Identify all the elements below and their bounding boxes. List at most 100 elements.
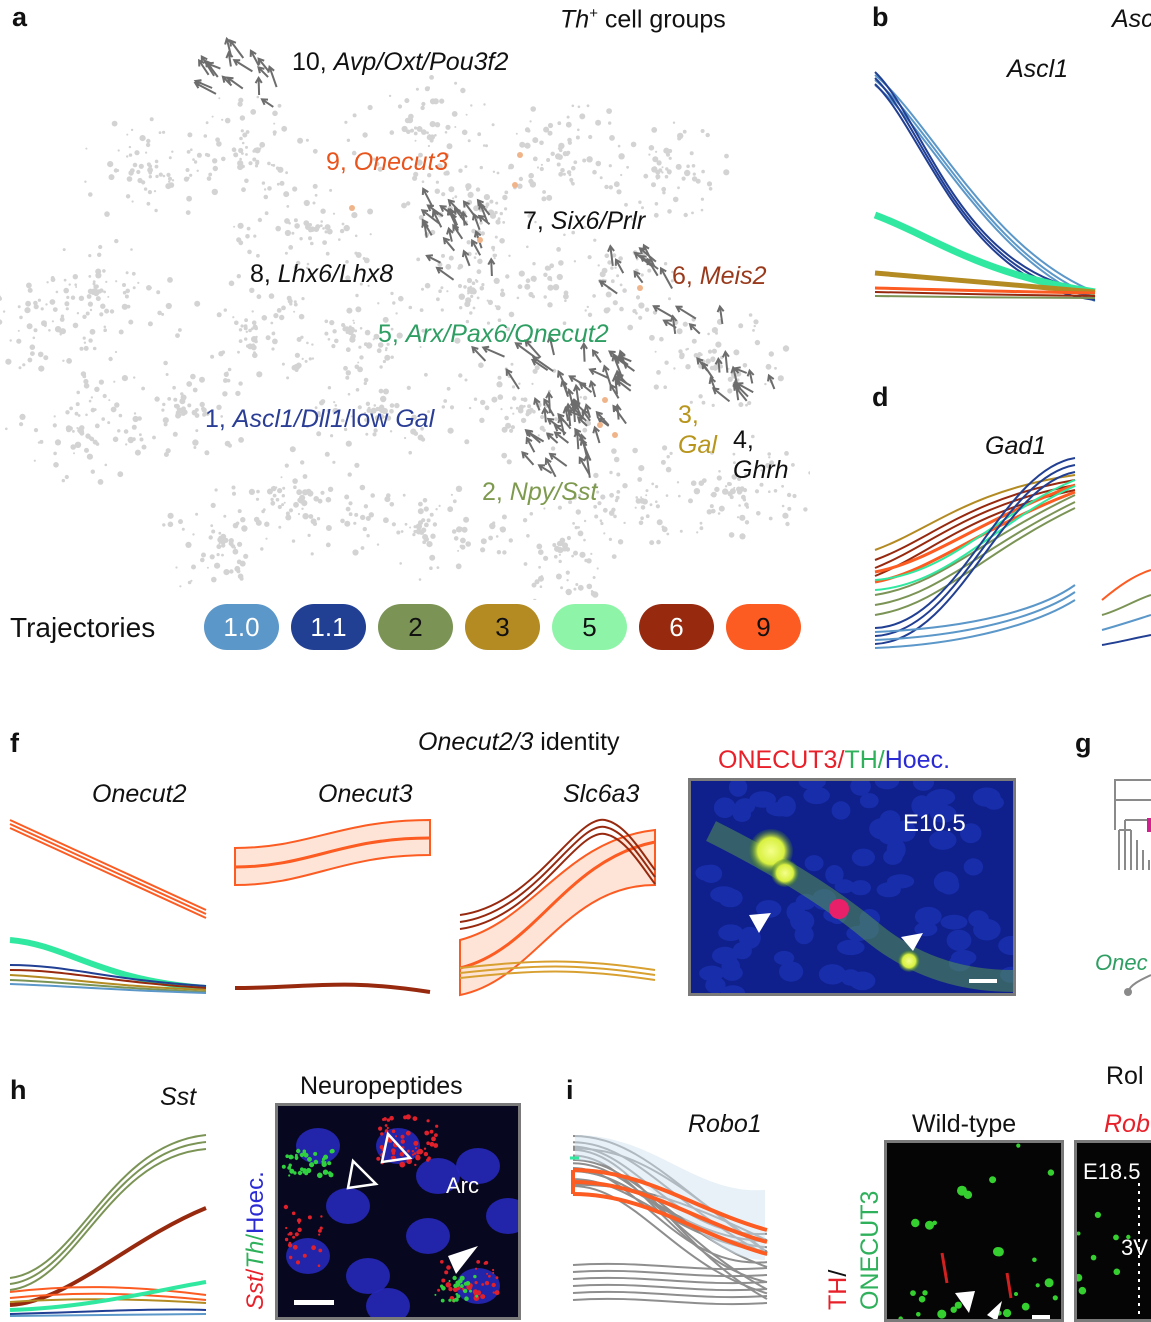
tsne-point	[644, 307, 650, 312]
tsne-point	[427, 410, 431, 414]
tsne-point	[366, 408, 372, 413]
micro-i-wt-title: Wild-type	[912, 1110, 1017, 1138]
tsne-point	[130, 128, 134, 132]
tsne-point	[377, 342, 384, 348]
cluster-9-label: 9, Onecut3	[326, 148, 449, 176]
tsne-point	[283, 501, 286, 504]
tsne-point	[745, 505, 750, 509]
tsne-point	[461, 129, 468, 136]
tsne-point	[215, 137, 221, 143]
panel-f-title: Onecut2/3 identity	[418, 728, 620, 756]
tsne-point	[607, 260, 612, 265]
th-cell-dot	[602, 397, 608, 403]
tsne-point	[218, 531, 222, 535]
tsne-point	[637, 477, 643, 482]
tsne-point	[558, 260, 564, 266]
micro-i-wt-drawing	[887, 1143, 1061, 1319]
tsne-point	[19, 413, 26, 420]
tsne-point	[510, 425, 515, 430]
cluster-2-label: 2, Npy/Sst	[482, 478, 598, 506]
velocity-arrow	[767, 375, 776, 390]
nucleus	[326, 1188, 370, 1224]
tsne-point	[587, 421, 591, 426]
robo1-grey-trend	[572, 1269, 768, 1278]
tsne-point	[95, 442, 100, 446]
tsne-point	[519, 141, 526, 148]
tsne-point	[440, 308, 444, 312]
tsne-point	[239, 576, 244, 581]
tsne-point	[103, 290, 106, 294]
trajectories-label: Trajectories	[10, 612, 156, 643]
th-signal	[459, 1275, 465, 1281]
tsne-point	[248, 488, 255, 495]
tsne-point	[599, 176, 603, 180]
velocity-arrow	[574, 428, 588, 447]
tsne-point	[306, 262, 310, 266]
tsne-point	[22, 363, 26, 367]
tsne-point	[682, 129, 687, 134]
tsne-point	[443, 399, 448, 403]
tsne-point	[232, 491, 236, 496]
nucleus	[859, 793, 879, 809]
tsne-point	[616, 189, 622, 195]
tsne-point	[666, 455, 670, 459]
nucleus	[960, 823, 982, 844]
tsne-point	[417, 128, 421, 132]
nucleus	[720, 985, 745, 993]
tsne-point	[294, 368, 299, 372]
sst-signal	[448, 1286, 453, 1292]
tsne-point	[603, 307, 610, 314]
tsne-point	[663, 385, 667, 390]
tsne-point	[745, 403, 748, 407]
tsne-point	[289, 446, 296, 453]
tsne-point	[363, 257, 370, 264]
tsne-point	[256, 294, 262, 300]
velocity-arrow	[462, 250, 471, 267]
tsne-point	[491, 396, 498, 403]
tsne-point	[711, 327, 719, 334]
velocity-arrowhead	[583, 403, 592, 412]
tsne-point	[733, 349, 740, 356]
tsne-point	[421, 527, 427, 533]
tsne-point	[226, 371, 229, 374]
tsne-point	[663, 147, 670, 154]
tsne-point	[738, 323, 744, 329]
tsne-point	[416, 159, 423, 166]
tsne-point	[787, 506, 792, 511]
tsne-point	[255, 159, 260, 164]
sst-signal	[441, 1278, 446, 1283]
nucleus	[883, 848, 903, 865]
sst-signal	[405, 1114, 411, 1120]
tsne-point	[429, 554, 436, 561]
tsne-point	[454, 337, 461, 344]
tsne-point	[556, 273, 563, 281]
tsne-point	[711, 491, 717, 498]
tsne-point	[537, 434, 540, 437]
tsne-point	[803, 507, 808, 512]
nucleus	[914, 922, 938, 937]
velocity-arrowhead	[514, 342, 522, 350]
velocity-arrow	[603, 365, 612, 386]
tsne-point	[286, 205, 290, 208]
tsne-point	[563, 293, 569, 300]
tsne-point	[656, 519, 663, 526]
onecut3-nucleus	[1047, 1169, 1055, 1176]
tsne-point	[143, 187, 148, 191]
tsne-point	[781, 504, 785, 508]
tsne-point	[30, 351, 35, 356]
tsne-point	[447, 506, 454, 513]
onecut3-nucleus	[898, 1316, 903, 1319]
tsne-point	[351, 212, 358, 219]
tsne-point	[104, 211, 110, 217]
tsne-point	[38, 365, 45, 372]
tsne-point	[682, 321, 688, 327]
th-signal	[299, 1152, 305, 1158]
nucleus	[869, 818, 896, 840]
sst-signal	[466, 1284, 473, 1291]
tsne-point	[429, 512, 434, 517]
tsne-point	[325, 496, 332, 503]
tsne-point	[709, 450, 715, 455]
tsne-point	[221, 118, 224, 121]
tsne-point	[199, 401, 205, 408]
tsne-point	[221, 350, 226, 355]
